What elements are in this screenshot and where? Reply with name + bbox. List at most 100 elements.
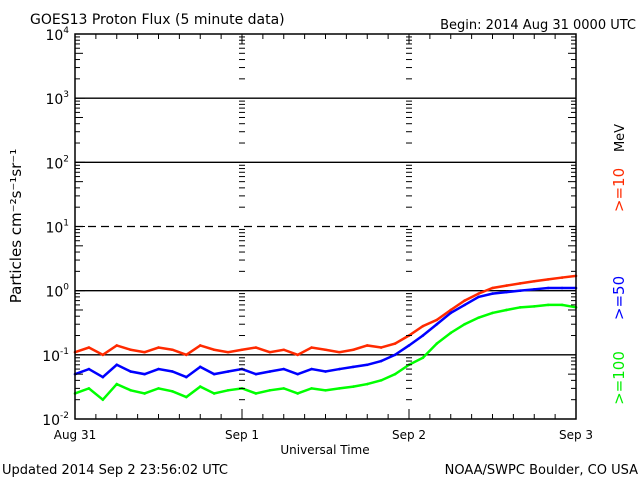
- data-point: [365, 344, 369, 347]
- data-point: [198, 385, 202, 388]
- data-point: [421, 356, 425, 360]
- x-tick-label: Aug 31: [54, 428, 97, 442]
- y-tick-label: 102: [45, 154, 69, 172]
- data-point: [352, 385, 355, 388]
- data-point: [463, 299, 466, 302]
- data-point: [226, 389, 230, 392]
- data-point: [546, 278, 550, 281]
- data-point: [212, 372, 216, 376]
- legend-series-0: >=10: [610, 168, 628, 212]
- data-point: [143, 392, 146, 395]
- data-point: [310, 346, 313, 349]
- data-point: [101, 375, 105, 379]
- data-point: [198, 365, 202, 369]
- credit-label: NOAA/SWPC Boulder, CO USA: [445, 463, 638, 478]
- data-point: [185, 375, 188, 379]
- data-point: [296, 353, 299, 357]
- data-point: [491, 292, 494, 295]
- data-point: [268, 370, 272, 373]
- data-point: [338, 367, 341, 371]
- data-point: [185, 353, 188, 357]
- data-point: [101, 398, 105, 401]
- x-tick-label: Sep 2: [392, 428, 426, 442]
- data-point: [463, 322, 466, 326]
- legend-series-2: >=100: [610, 351, 628, 405]
- y-axis-label: Particles cm⁻²s⁻¹sr⁻¹: [7, 149, 25, 303]
- data-point: [546, 286, 550, 290]
- data-point: [449, 331, 453, 335]
- data-point: [491, 311, 494, 315]
- data-point: [491, 286, 494, 290]
- data-point: [101, 353, 105, 357]
- data-point: [449, 311, 453, 315]
- data-point: [129, 370, 132, 373]
- data-point: [324, 370, 327, 373]
- data-point: [532, 305, 536, 308]
- data-point: [477, 316, 480, 319]
- data-point: [240, 348, 244, 352]
- data-point: [435, 318, 439, 322]
- data-point: [296, 372, 299, 376]
- data-point: [226, 350, 230, 354]
- data-point: [338, 387, 341, 390]
- data-point: [254, 346, 258, 349]
- y-tick-label: 103: [45, 90, 69, 108]
- data-point: [477, 295, 480, 299]
- data-point: [560, 286, 564, 290]
- y-tick-label: 10-2: [42, 411, 69, 429]
- data-point: [435, 322, 439, 326]
- data-point: [282, 348, 286, 352]
- data-point: [198, 344, 202, 347]
- x-axis-label: Universal Time: [280, 443, 369, 457]
- updated-label: Updated 2014 Sep 2 23:56:02 UTC: [2, 463, 228, 478]
- y-tick-label: 101: [45, 219, 69, 237]
- data-point: [560, 303, 564, 307]
- data-point: [407, 344, 411, 347]
- legend-unit: MeV: [613, 124, 628, 152]
- data-point: [254, 372, 258, 376]
- series-line-2: [74, 303, 577, 402]
- data-point: [268, 389, 272, 392]
- data-point: [115, 382, 119, 386]
- data-point: [421, 324, 425, 328]
- data-point: [379, 359, 383, 363]
- data-point: [296, 392, 299, 395]
- data-point: [435, 342, 439, 345]
- data-point: [87, 387, 91, 390]
- data-point: [129, 389, 132, 392]
- legend-series-1: >=50: [610, 276, 628, 320]
- y-tick-label: 104: [45, 26, 69, 44]
- data-point: [143, 350, 146, 354]
- data-point: [324, 348, 327, 352]
- series-line-0: [74, 274, 577, 357]
- data-point: [115, 344, 119, 347]
- data-point: [352, 348, 355, 352]
- data-point: [115, 363, 119, 367]
- data-point: [532, 279, 536, 283]
- data-point: [129, 348, 132, 352]
- data-point: [268, 350, 272, 354]
- data-point: [324, 389, 327, 392]
- data-point: [254, 392, 258, 395]
- data-point: [157, 367, 160, 371]
- data-point: [463, 303, 466, 307]
- data-point: [519, 306, 522, 309]
- series-line-1: [74, 286, 576, 379]
- data-point: [532, 288, 536, 291]
- data-point: [352, 365, 355, 369]
- data-point: [365, 382, 369, 386]
- data-point: [143, 372, 146, 376]
- data-point: [87, 367, 91, 371]
- data-point: [212, 348, 216, 352]
- x-tick-label: Sep 1: [225, 428, 259, 442]
- data-point: [505, 290, 508, 294]
- data-point: [226, 370, 230, 373]
- begin-label: Begin: 2014 Aug 31 0000 UTC: [440, 18, 636, 33]
- data-point: [282, 367, 286, 371]
- data-point: [379, 379, 383, 382]
- data-point: [421, 334, 425, 337]
- y-tick-label: 10-1: [42, 347, 69, 365]
- data-point: [519, 282, 522, 285]
- data-point: [379, 346, 383, 349]
